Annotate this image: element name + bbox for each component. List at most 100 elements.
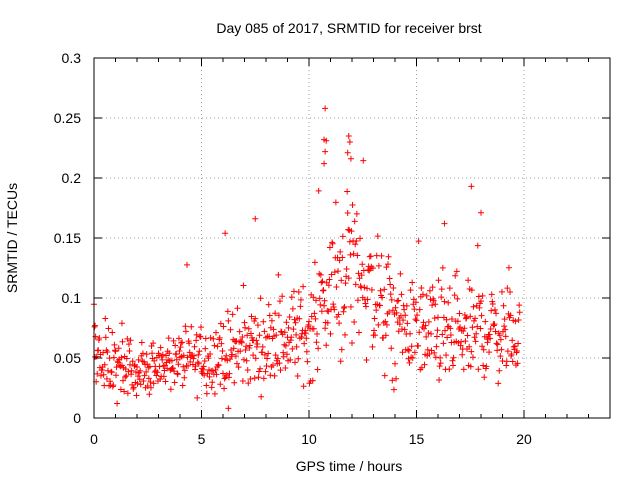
data-point (130, 384, 137, 391)
data-point (357, 283, 364, 290)
data-point (471, 334, 478, 341)
data-point (203, 382, 210, 389)
data-point (238, 339, 245, 346)
data-point (244, 332, 251, 339)
data-point (208, 384, 215, 391)
data-point (504, 285, 511, 292)
data-point (386, 275, 393, 282)
data-point (447, 325, 454, 332)
data-point (496, 367, 503, 374)
data-point (300, 283, 307, 290)
data-point (356, 275, 363, 282)
data-point (285, 324, 292, 331)
data-point (242, 324, 249, 331)
data-point (265, 301, 272, 308)
data-point (419, 291, 426, 298)
data-point (430, 297, 437, 304)
data-point (104, 349, 111, 356)
y-tick-label: 0.1 (62, 290, 82, 306)
data-point (502, 333, 509, 340)
data-point (478, 298, 484, 305)
data-point (440, 340, 447, 347)
data-point (312, 297, 319, 304)
data-point (421, 361, 428, 368)
data-point (494, 341, 501, 348)
data-point (404, 320, 411, 327)
data-point (137, 367, 144, 374)
data-point (100, 349, 107, 356)
data-point (282, 342, 289, 349)
data-point (253, 343, 260, 350)
x-axis-label: GPS time / hours (296, 458, 403, 474)
data-point (369, 343, 376, 350)
data-point (344, 210, 351, 217)
data-point (330, 303, 337, 310)
data-point (185, 362, 192, 369)
data-point (333, 284, 340, 291)
data-point (122, 366, 129, 373)
data-point (372, 332, 379, 339)
data-point (257, 365, 264, 372)
data-point (360, 157, 367, 164)
data-point (125, 368, 132, 375)
data-point (311, 259, 318, 266)
data-point (486, 331, 493, 338)
data-point (364, 285, 371, 292)
data-point (175, 361, 182, 368)
data-point (322, 105, 329, 112)
data-point (398, 291, 405, 298)
data-point (154, 369, 161, 376)
data-point (182, 323, 189, 330)
data-point (298, 333, 305, 340)
data-point (259, 343, 266, 350)
data-point (408, 343, 415, 350)
data-point (128, 367, 135, 374)
data-point (420, 319, 427, 326)
data-point (405, 355, 412, 362)
data-point (469, 354, 476, 361)
data-point (436, 363, 443, 370)
y-tick-label: 0.3 (62, 50, 82, 66)
data-point (317, 271, 324, 278)
data-point (197, 324, 204, 331)
data-point (487, 335, 494, 342)
data-point (468, 183, 475, 190)
x-tick-label: 15 (409, 431, 425, 447)
data-point (315, 345, 322, 352)
data-point (393, 375, 400, 382)
data-point (411, 349, 418, 356)
data-point (323, 137, 330, 144)
data-point (482, 318, 489, 325)
data-point (223, 352, 230, 359)
data-point (504, 348, 511, 355)
data-point (338, 277, 345, 284)
data-point (326, 244, 333, 251)
data-point (175, 335, 182, 342)
data-point (123, 355, 130, 362)
data-point (425, 330, 432, 337)
data-point (141, 372, 148, 379)
data-point (204, 370, 211, 377)
data-point (323, 342, 330, 349)
x-tick-label: 0 (90, 431, 98, 447)
data-point (332, 199, 339, 206)
data-point (267, 372, 274, 379)
data-point (201, 372, 208, 379)
data-point (179, 339, 186, 346)
data-point (102, 315, 109, 322)
data-point (474, 242, 481, 249)
data-point (192, 366, 199, 373)
data-point (255, 374, 262, 381)
data-point (322, 325, 329, 332)
data-point (186, 349, 193, 356)
data-point (288, 334, 295, 341)
data-point (505, 264, 512, 271)
data-point (349, 339, 355, 346)
data-point (252, 315, 259, 322)
data-point (206, 373, 213, 380)
data-point (314, 366, 321, 373)
data-point (308, 313, 315, 320)
data-point (274, 355, 281, 362)
data-point (346, 139, 353, 145)
data-point (213, 371, 220, 378)
